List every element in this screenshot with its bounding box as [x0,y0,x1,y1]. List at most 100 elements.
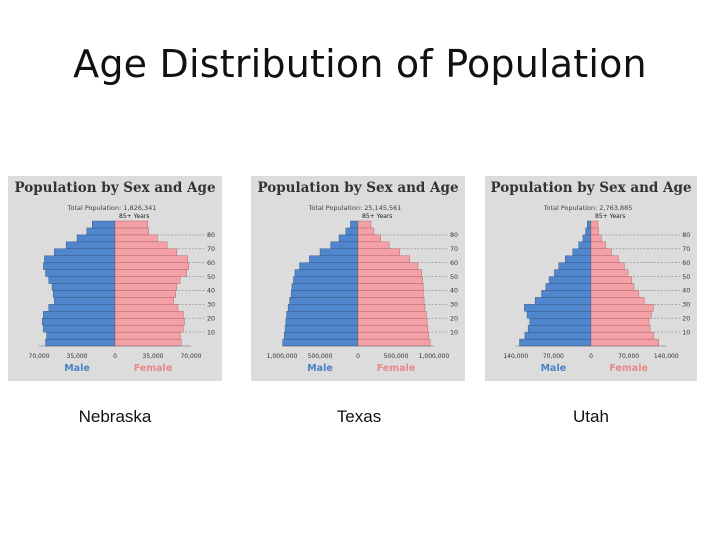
age-tick-label: 40 [207,288,215,295]
male-bar [286,311,359,319]
female-bar [114,227,149,236]
female-bar [590,234,602,243]
x-tick-label: 0 [356,353,360,360]
x-tick-label: 70,000 [180,353,201,360]
age-tick-label: 70 [682,246,690,253]
male-legend-label: Male [307,363,333,374]
female-bar [357,276,423,284]
female-bar [590,227,599,236]
male-bar [526,311,592,319]
male-bar [44,255,116,263]
male-bar [548,276,592,284]
male-bar [527,324,592,333]
age-tick-label: 80 [682,232,690,239]
male-bar [582,234,592,243]
female-bar [357,262,419,270]
male-bar [287,304,359,312]
female-bar [114,234,158,243]
female-bar [114,262,189,270]
female-legend-label: Female [134,363,173,374]
age-tick-label: 20 [450,315,458,322]
male-bar [564,255,592,263]
pyramid-svg: Population by Sex and Age Total Populatio… [257,180,458,374]
age-tick-label: 80 [450,232,458,239]
male-bar [42,318,116,326]
pyramid-chart-utah: Population by Sex and Age Total Populatio… [485,176,697,381]
female-legend-label: Female [609,363,648,374]
x-tick-label: 0 [589,353,593,360]
male-bar [319,248,359,256]
chart-title: Population by Sex and Age [257,180,458,196]
female-bar [590,331,655,340]
female-bar [357,234,381,243]
age-tick-label: 50 [450,274,458,281]
pyramid-svg: Population by Sex and Age Total Populatio… [490,180,691,374]
age-tick-label: 60 [682,260,690,267]
male-bar [309,255,359,263]
male-bar [285,318,359,326]
male-bar [299,262,359,270]
female-bar [590,297,645,305]
male-bar [293,276,359,284]
male-bar [51,283,116,291]
male-bar [519,338,592,347]
top-age-label: 85+ Years [362,213,392,220]
age-tick-label: 80 [207,232,215,239]
male-bar [48,304,116,312]
caption-utah: Utah [573,407,609,426]
pyramid-chart-texas: Population by Sex and Age Total Populatio… [251,176,465,381]
age-tick-label: 60 [450,260,458,267]
female-bar [590,262,625,270]
female-bar [114,297,174,305]
x-tick-label: 35,000 [142,353,163,360]
female-bar [590,283,635,291]
female-bar [114,318,185,326]
male-bar [76,234,116,243]
female-bar [114,324,184,333]
male-bar [338,234,359,243]
female-bar [357,324,429,333]
male-bar [350,220,359,229]
male-bar [54,248,116,256]
x-tick-label: 70,000 [29,353,50,360]
female-bar [357,297,425,305]
age-tick-label: 40 [450,288,458,295]
caption-nebraska: Nebraska [78,407,152,426]
top-age-label: 85+ Years [119,213,149,220]
female-bar [114,290,176,298]
female-legend-label: Female [377,363,416,374]
female-bar [114,220,148,229]
age-tick-label: 30 [682,302,690,309]
x-tick-label: 35,000 [67,353,88,360]
age-tick-label: 30 [207,302,215,309]
female-bar [114,283,178,291]
chart-subtitle: Total Population: 25,145,561 [308,204,402,212]
age-tick-label: 20 [207,315,215,322]
age-tick-label: 10 [682,329,690,336]
x-tick-label: 0 [113,353,117,360]
female-bar [357,290,424,298]
female-bar [590,304,654,312]
female-bar [114,248,178,256]
age-tick-label: 50 [682,274,690,281]
x-tick-label: 1,000,000 [419,353,450,360]
chart-title: Population by Sex and Age [14,180,215,196]
female-bar [114,269,187,277]
x-tick-label: 1,000,000 [267,353,298,360]
male-bar [52,290,116,298]
female-bar [590,248,612,256]
female-bar [357,331,429,340]
female-bar [357,255,410,263]
age-tick-label: 10 [450,329,458,336]
male-bar [330,241,359,249]
top-age-label: 85+ Years [595,213,625,220]
male-bar [284,331,359,340]
male-bar [284,324,359,333]
age-tick-label: 30 [450,302,458,309]
male-bar [46,331,116,340]
x-tick-label: 500,000 [384,353,409,360]
female-bar [357,304,426,312]
age-tick-label: 70 [207,246,215,253]
male-bar [86,227,116,236]
female-bar [357,227,375,236]
